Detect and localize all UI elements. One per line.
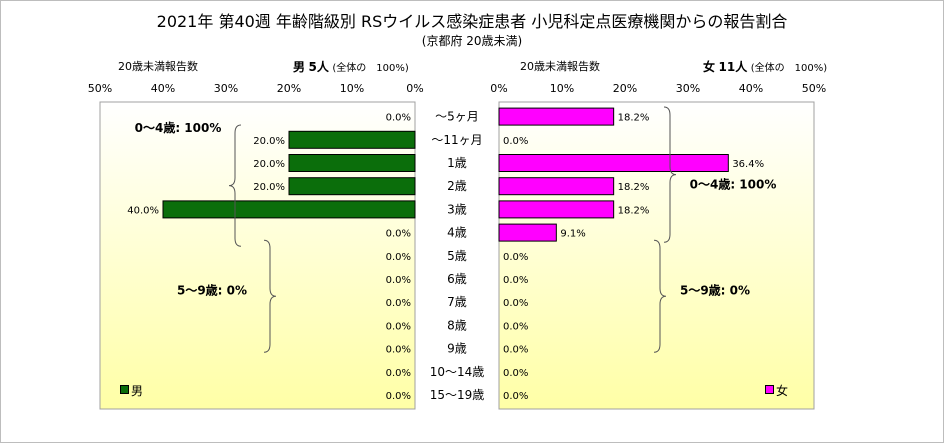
male-data-label: 0.0% [386,113,411,124]
female-annotation-5-9: 5～9歳: 0% [680,283,750,298]
male-plot-area [99,101,416,410]
female-bar [498,177,615,196]
male-data-label: 0.0% [386,275,411,286]
female-count-label: 女 [703,60,716,74]
male-data-label: 0.0% [386,252,411,263]
female-plot-area [498,101,815,410]
category-label: ～5ヶ月 [435,110,479,124]
chart-subtitle: (京都府 20歳未満) [421,34,523,48]
female-data-label: 0.0% [503,136,528,147]
female-data-label: 0.0% [503,252,528,263]
male-total-note: (全体の 100%) [332,63,409,74]
male-data-label: 20.0% [253,182,285,193]
female-count-header: 女 11人 (全体の 100%) [703,58,827,75]
female-count-value: 11 [718,60,736,74]
female-data-label: 0.0% [503,298,528,309]
female-total-note: (全体の 100%) [750,63,828,74]
female-data-label: 0.0% [503,391,528,402]
male-xtick-label: 30% [214,82,238,95]
male-data-label: 40.0% [127,205,159,216]
female-xtick-label: 20% [613,82,637,95]
female-xtick-label: 30% [676,82,700,95]
category-label: 3歳 [447,202,467,216]
female-annotation-0-4: 0～4歳: 100% [690,177,777,192]
male-count-value: 5 [308,60,317,74]
category-label: 10～14歳 [430,365,485,379]
male-xtick-label: 40% [151,82,175,95]
male-data-label: 0.0% [386,368,411,379]
category-label: 5歳 [447,249,467,263]
male-xtick-label: 50% [88,82,112,95]
male-legend-label: 男 [131,384,144,398]
male-bar [288,154,416,172]
male-annotation-0-4: 0～4歳: 100% [135,120,222,135]
male-count-label: 男 [293,60,306,74]
category-label: 6歳 [447,272,467,286]
female-data-label: 9.1% [560,229,585,240]
female-under20-header: 20歳未満報告数 [520,60,600,73]
male-annotation-5-9: 5～9歳: 0% [177,283,247,298]
male-legend: 男 [120,382,143,399]
male-data-label: 0.0% [386,298,411,309]
female-brace-0-4 [663,106,677,243]
female-data-label: 18.2% [618,113,650,124]
female-data-label: 0.0% [503,345,528,356]
male-data-label: 0.0% [386,321,411,332]
male-data-label: 0.0% [386,391,411,402]
male-count-header: 男 5人 (全体の 100%) [293,58,409,75]
category-label: ～11ヶ月 [431,133,482,147]
male-data-label: 20.0% [253,136,285,147]
male-data-label: 0.0% [386,229,411,240]
category-label: 2歳 [447,179,467,193]
female-data-label: 0.0% [503,275,528,286]
male-bar [162,200,416,219]
category-label: 7歳 [447,295,467,309]
category-label: 8歳 [447,318,467,332]
female-brace-5-9 [653,239,667,353]
female-data-label: 36.4% [732,159,764,170]
female-legend: 女 [765,382,788,399]
female-xtick-label: 50% [802,82,826,95]
female-bar [498,107,615,126]
female-data-label: 18.2% [618,182,650,193]
male-legend-swatch [120,385,129,394]
female-data-label: 18.2% [618,205,650,216]
male-count-unit: 人 [316,60,329,74]
chart-title: 2021年 第40週 年齢階級別 RSウイルス感染症患者 小児科定点医療機関から… [156,12,788,31]
female-bar [498,200,615,219]
male-brace-5-9 [263,239,277,353]
male-under20-header: 20歳未満報告数 [118,60,198,73]
category-label: 4歳 [447,226,467,240]
female-legend-swatch [765,385,774,394]
female-xtick-label: 40% [739,82,763,95]
male-brace-0-4 [228,124,242,247]
male-xtick-label: 10% [340,82,364,95]
category-label: 15～19歳 [430,388,485,402]
male-bar [288,177,416,196]
category-label: 1歳 [447,156,467,170]
male-bar [288,130,416,149]
female-data-label: 0.0% [503,321,528,332]
male-data-label: 0.0% [386,345,411,356]
female-legend-label: 女 [776,384,789,398]
category-label: 9歳 [447,342,467,356]
male-xtick-label: 0% [406,82,423,95]
male-xtick-label: 20% [277,82,301,95]
female-bar [498,154,729,172]
female-count-unit: 人 [735,60,748,74]
male-data-label: 20.0% [253,159,285,170]
female-xtick-label: 0% [490,82,507,95]
female-xtick-label: 10% [550,82,574,95]
female-bar [498,223,557,242]
female-data-label: 0.0% [503,368,528,379]
